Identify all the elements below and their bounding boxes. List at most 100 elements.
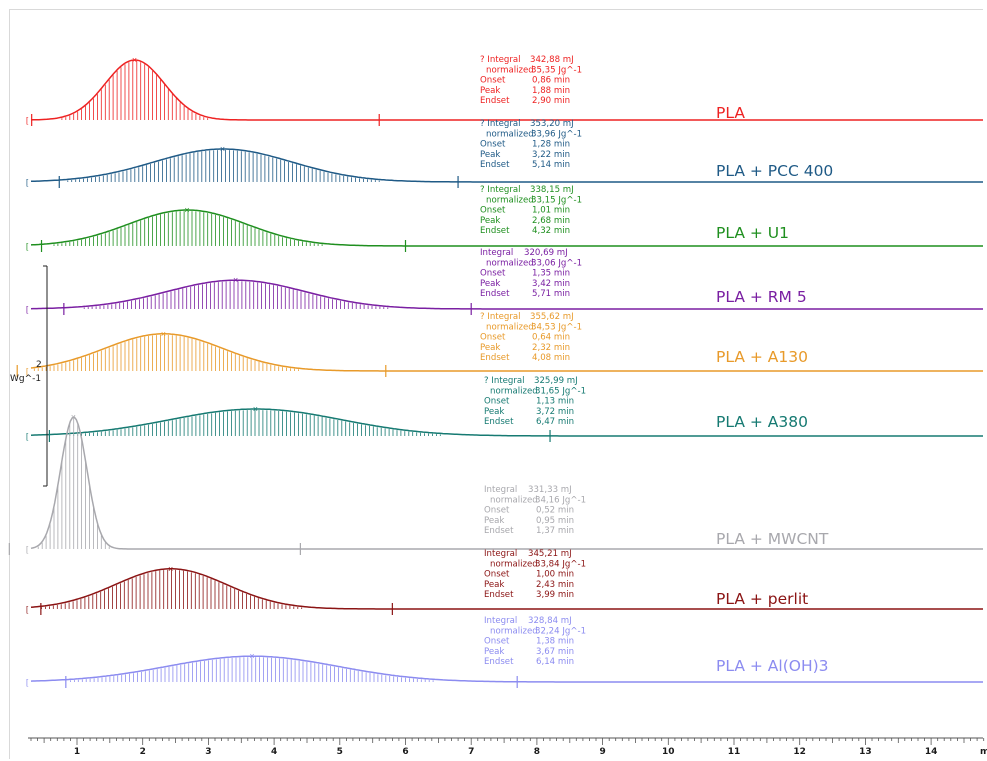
annotation-value: 4,32 min	[532, 226, 570, 236]
integration-hatch	[61, 61, 209, 120]
annotation-value: 320,69 mJ	[524, 248, 568, 258]
annotation-value: 4,08 min	[532, 353, 570, 363]
x-tick-label: 1	[74, 747, 80, 757]
annotation-label: Onset	[480, 269, 506, 279]
x-ticks-layer: 1 2 3 4 5 6 7 8 9 10 11 12 13 14 m	[30, 738, 987, 757]
series-name: PLA + A380	[716, 413, 808, 431]
annotation-label: Peak	[484, 580, 504, 590]
left-limit-marker: [	[26, 116, 29, 125]
annotation-value: 1,35 min	[532, 269, 570, 279]
annotation-value: 1,00 min	[536, 570, 574, 580]
left-limit-marker: [	[26, 242, 29, 251]
integration-hatch	[67, 150, 380, 182]
annotation-label: Integral	[484, 549, 517, 559]
annotation-label: Peak	[480, 216, 500, 226]
integration-hatch	[83, 281, 389, 309]
series-curve	[30, 568, 983, 610]
annotation-label: Peak	[480, 150, 500, 160]
annotation-value: 6,14 min	[536, 657, 574, 667]
annotation-label: normalized	[490, 626, 538, 636]
peak-marker: ×	[184, 205, 189, 215]
annotation-value: 6,47 min	[536, 417, 574, 427]
x-tick-label: 3	[205, 747, 211, 757]
x-tick-label: 11	[728, 747, 741, 757]
annotation-label: Peak	[480, 343, 500, 353]
integration-hatch	[70, 657, 434, 682]
annotation-value: 5,14 min	[532, 160, 570, 170]
annotation-label: Integral	[484, 616, 517, 626]
annotation-value: 353,20 mJ	[530, 119, 574, 129]
annotation-label: ? Integral	[484, 376, 525, 386]
annotation-value: 342,88 mJ	[530, 55, 574, 65]
annotation-label: Onset	[480, 140, 506, 150]
annotation-label: Endset	[484, 526, 514, 536]
annotation-value: 2,68 min	[532, 216, 570, 226]
series-name: PLA + perlit	[716, 590, 808, 608]
annotation-label: Endset	[484, 590, 514, 600]
y-scale-value: 2	[36, 360, 42, 370]
integration-hatch	[53, 211, 323, 246]
annotation-value: 32,24 Jg^-1	[535, 626, 586, 636]
x-tick-label: 2	[140, 747, 146, 757]
annotation-label: Peak	[480, 279, 500, 289]
annotation-label: Peak	[480, 86, 500, 96]
annotation-label: Onset	[484, 637, 510, 647]
annotation-value: 2,90 min	[532, 96, 570, 106]
series-curve	[30, 279, 983, 310]
series-names-layer: PLA PLA + PCC 400 PLA + U1 PLA + RM 5 PLA + …	[716, 104, 833, 675]
left-limit-marker: [	[26, 367, 29, 376]
annotation-label: Onset	[480, 333, 506, 343]
x-tick-label: 14	[925, 747, 938, 757]
annotation-value: 0,86 min	[532, 76, 570, 86]
left-limit-marker: [	[26, 678, 29, 687]
annotation-value: 35,35 Jg^-1	[531, 65, 582, 75]
x-tick-label: 5	[337, 747, 343, 757]
series-curve	[30, 333, 983, 372]
annotation-label: Endset	[480, 226, 510, 236]
x-axis-unit: m	[980, 747, 987, 757]
annotation-label: Endset	[480, 353, 510, 363]
annotation-value: 345,21 mJ	[528, 549, 572, 559]
integration-hatch	[69, 410, 441, 436]
series-name: PLA	[716, 104, 745, 122]
series-name: PLA + A130	[716, 348, 808, 366]
annotation-label: Peak	[484, 407, 504, 417]
x-tick-label: 6	[402, 747, 408, 757]
series-curve	[30, 408, 983, 437]
integration-hatch	[33, 334, 299, 371]
annotation-value: 33,96 Jg^-1	[531, 129, 582, 139]
annotation-value: 355,62 mJ	[530, 312, 574, 322]
series-name: PLA + Al(OH)3	[716, 657, 829, 675]
annotation-value: 338,15 mJ	[530, 185, 574, 195]
annotation-label: Endset	[484, 417, 514, 427]
annotation-value: 1,13 min	[536, 397, 574, 407]
series-curve	[30, 209, 983, 247]
plot-frame	[9, 9, 983, 759]
annotation-label: Onset	[484, 397, 510, 407]
peak-marker: ×	[71, 412, 76, 422]
peak-marker: ×	[132, 55, 137, 65]
peak-marker: ×	[233, 275, 238, 285]
annotation-label: normalized	[490, 559, 538, 569]
series-curve	[30, 59, 983, 121]
annotation-value: 33,15 Jg^-1	[531, 195, 582, 205]
annotation-label: Peak	[484, 516, 504, 526]
annotation-value: 1,88 min	[532, 86, 570, 96]
annotation-label: normalized	[486, 65, 534, 75]
x-tick-label: 10	[662, 747, 675, 757]
y-scale-bar: 2 Wg^-1	[10, 265, 48, 487]
peak-marker: ×	[220, 144, 225, 154]
x-tick-label: 12	[793, 747, 806, 757]
series-name: PLA + PCC 400	[716, 162, 833, 180]
annotation-label: Integral	[480, 248, 513, 258]
annotation-label: normalized	[486, 195, 534, 205]
x-tick-label: 13	[859, 747, 872, 757]
annotation-value: 3,42 min	[532, 279, 570, 289]
annotation-value: 328,84 mJ	[528, 616, 572, 626]
